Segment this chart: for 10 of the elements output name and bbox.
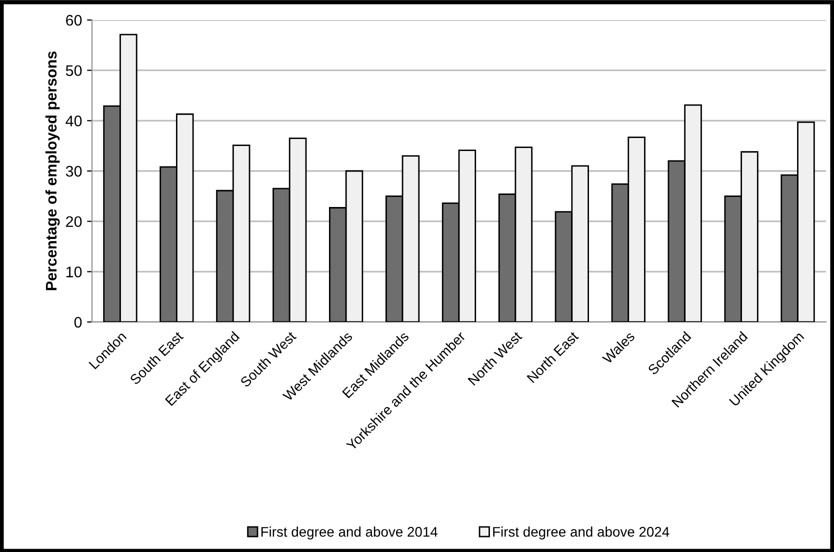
y-tick-label: 10 [66, 266, 82, 278]
legend-label: First degree and above 2024 [493, 526, 670, 540]
y-tick-label: 40 [66, 116, 82, 126]
y-tick-label: 0 [74, 316, 82, 328]
y-axis-title: Percentage of employed persons [45, 51, 60, 290]
legend-label: First degree and above 2014 [261, 526, 438, 540]
y-tick-label: 50 [66, 65, 82, 76]
y-tick-label: 20 [66, 216, 82, 228]
y-tick-label: 30 [66, 166, 82, 177]
y-tick-label: 60 [66, 14, 82, 26]
